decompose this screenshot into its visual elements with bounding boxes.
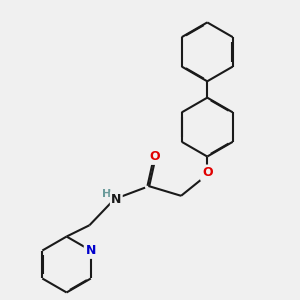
Text: N: N: [111, 193, 122, 206]
Text: N: N: [85, 244, 96, 257]
Text: O: O: [150, 150, 160, 163]
Text: O: O: [202, 167, 213, 179]
Text: H: H: [102, 189, 111, 199]
